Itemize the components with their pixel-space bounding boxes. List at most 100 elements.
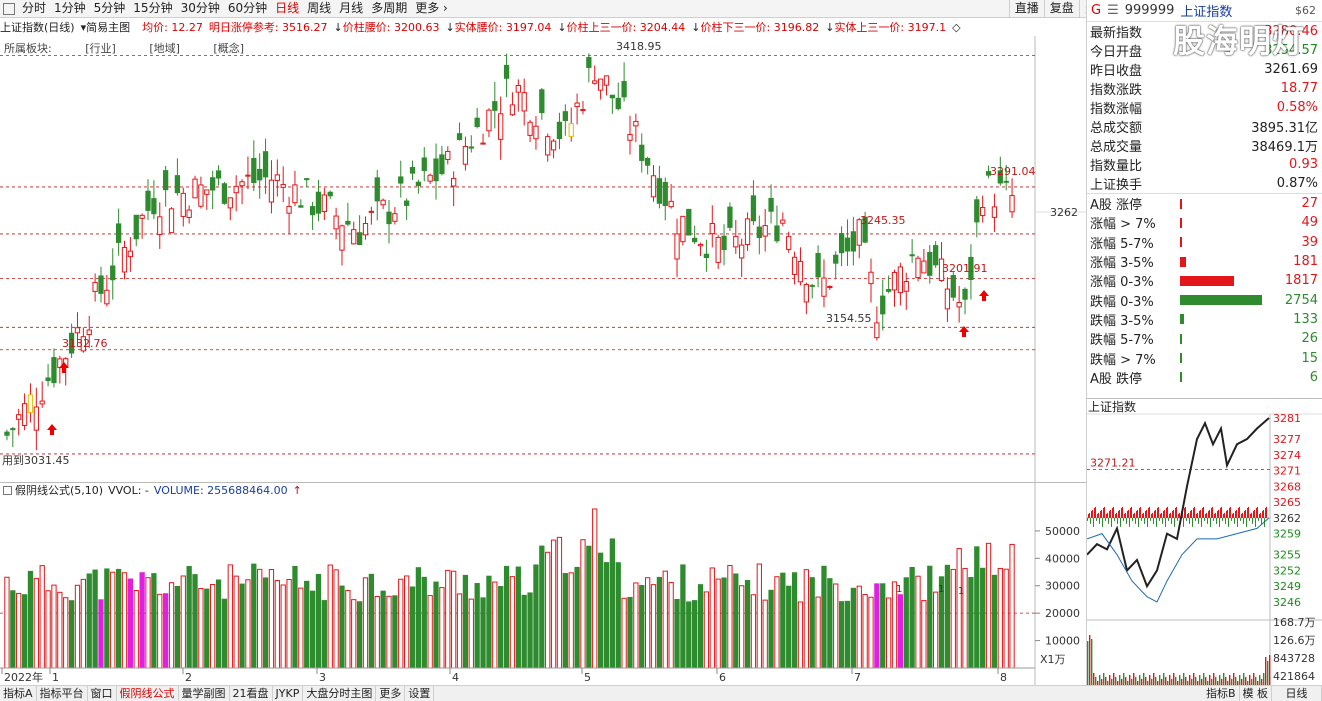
intraday-chart[interactable]: 3281 3277 3274 3271 3268 3265 3262 3259 3255 3252… [1087, 398, 1322, 685]
period-tab-10[interactable]: 更多 › [415, 1, 448, 15]
candlestick-chart[interactable]: 3262 3418.95 3245.35 3201.91 3291.04 3154.55 3… [0, 36, 1086, 482]
intraday-tick-bar [1184, 507, 1185, 518]
period-tab-6[interactable]: 日线 [275, 1, 300, 15]
volume-bar [574, 566, 580, 669]
volume-bar [880, 583, 886, 669]
intraday-price-line [1087, 417, 1270, 589]
period-tab-9[interactable]: 多周期 [371, 1, 408, 15]
bottom-tab-5[interactable]: 21看盘 [230, 686, 273, 701]
toolbar-button-0[interactable]: 直播 [1008, 0, 1044, 17]
intraday-tick-bar [1230, 506, 1231, 518]
volume-bar [45, 590, 51, 669]
bottom-tab-3[interactable]: 假阴线公式 [117, 686, 179, 701]
volume-chart[interactable]: 50000 40000 30000 20000 10000 X1万 1 1 1 2022年 1 2 3 4… [0, 482, 1086, 685]
bottom-tab-8[interactable]: 更多 [376, 686, 406, 701]
period-tab-8[interactable]: 月线 [339, 1, 364, 15]
bottom-tab-0[interactable]: 指标A [0, 686, 37, 701]
intraday-tick-bar [1220, 507, 1221, 518]
volume-bar [797, 601, 804, 669]
sector-region[interactable]: [地域] [149, 42, 180, 55]
volume-bar [68, 600, 75, 669]
volume-bar [856, 585, 862, 669]
period-tab-2[interactable]: 5分钟 [93, 1, 126, 15]
collapse-icon[interactable] [3, 485, 12, 495]
main-chart-type[interactable]: ▾简易主图 [80, 21, 131, 34]
intraday-tick-bar [1234, 517, 1235, 524]
intraday-tick-bar [1133, 513, 1134, 518]
breadth-list: A股 涨停 27 涨幅 > 7% 49 涨幅 5-7% 39 涨幅 3-5% 181 涨幅 0-… [1087, 193, 1322, 387]
intraday-tick-bar [1228, 517, 1229, 527]
candle-body [703, 253, 710, 259]
period-tab-4[interactable]: 30分钟 [180, 1, 220, 15]
period-label[interactable]: 日线 [1272, 686, 1322, 701]
candle-body [163, 170, 169, 191]
candle-body [944, 288, 951, 310]
window-icon[interactable] [3, 2, 15, 15]
intraday-tick-bar [1111, 517, 1112, 527]
volume-bar [174, 585, 181, 669]
menu-icon[interactable]: ☰ [1107, 3, 1119, 18]
period-tab-0[interactable]: 分时 [22, 1, 47, 15]
body-waist: 实体腰价: 3197.04 [454, 21, 552, 34]
breadth-label: 跌幅 0-3% [1090, 294, 1154, 310]
quote-row: 上证换手 0.87% [1087, 174, 1322, 193]
bottom-right-tab-0[interactable]: 指标B [1203, 686, 1240, 701]
candle-body [786, 236, 792, 250]
candle-body [145, 190, 151, 211]
intraday-tick-bar [1104, 506, 1105, 518]
period-tab-7[interactable]: 周线 [307, 1, 332, 15]
bottom-tab-7[interactable]: 大盘分时主图 [303, 686, 377, 701]
candle-body [933, 245, 939, 266]
bottom-tab-1[interactable]: 指标平台 [37, 686, 88, 701]
intraday-tick-bar [1117, 517, 1118, 524]
candle-body [168, 208, 175, 234]
intraday-tick-bar [1242, 512, 1243, 518]
candle-body [815, 253, 821, 278]
candle-body [392, 213, 398, 222]
volume-bar [456, 593, 463, 669]
intraday-tick-bar [1187, 513, 1188, 518]
bottom-tab-4[interactable]: 量学副图 [179, 686, 230, 701]
candle-body [627, 133, 633, 141]
bottom-right-tab-1[interactable]: 模 板 [1240, 686, 1272, 701]
volume-bar [927, 565, 933, 669]
intraday-tick-bar [1188, 512, 1189, 518]
candle-body [950, 275, 956, 298]
quote-row: 今日开盘 3254.57 [1087, 41, 1322, 60]
candle-body [398, 176, 404, 184]
candle-body [180, 192, 186, 217]
bottom-tab-2[interactable]: 窗口 [88, 686, 117, 701]
volume-bar [227, 564, 233, 669]
intraday-volume-bar [1107, 681, 1109, 685]
x-axis-label: 2 [185, 671, 192, 684]
volume-bar [909, 566, 915, 669]
volume-axis-label: 20000 [1045, 607, 1080, 620]
intraday-volume-bar [1261, 679, 1263, 685]
breadth-label: A股 跌停 [1090, 371, 1143, 387]
intraday-tick-bar [1131, 506, 1132, 518]
intraday-tick-bar [1183, 517, 1184, 527]
quote-value: 0.58% [1276, 100, 1318, 115]
volume-bar [756, 563, 762, 669]
x-axis-label: 7 [854, 671, 861, 684]
volume-bar [63, 597, 69, 669]
sector-industry[interactable]: [行业] [85, 42, 116, 55]
intraday-tick-bar [1212, 506, 1213, 518]
intraday-volume-bar [1185, 677, 1187, 685]
bottom-tab-9[interactable]: 设置 [405, 686, 435, 701]
intraday-tick-bar [1175, 507, 1176, 518]
sector-concept[interactable]: [概念] [213, 42, 244, 55]
candle-body [556, 121, 563, 140]
volume-bar [304, 580, 310, 669]
candle-body [603, 75, 610, 86]
up-arrow-icon [979, 290, 989, 301]
candle-body [592, 80, 598, 84]
period-tab-5[interactable]: 60分钟 [227, 1, 268, 15]
intraday-tick-bar [1173, 509, 1174, 518]
toolbar-button-1[interactable]: 复盘 [1043, 0, 1079, 17]
period-tab-1[interactable]: 1分钟 [54, 1, 86, 15]
period-tab-3[interactable]: 15分钟 [133, 1, 173, 15]
volume-bar [498, 586, 504, 669]
bottom-tab-6[interactable]: JYKP [273, 686, 304, 701]
candle-body [850, 231, 856, 252]
